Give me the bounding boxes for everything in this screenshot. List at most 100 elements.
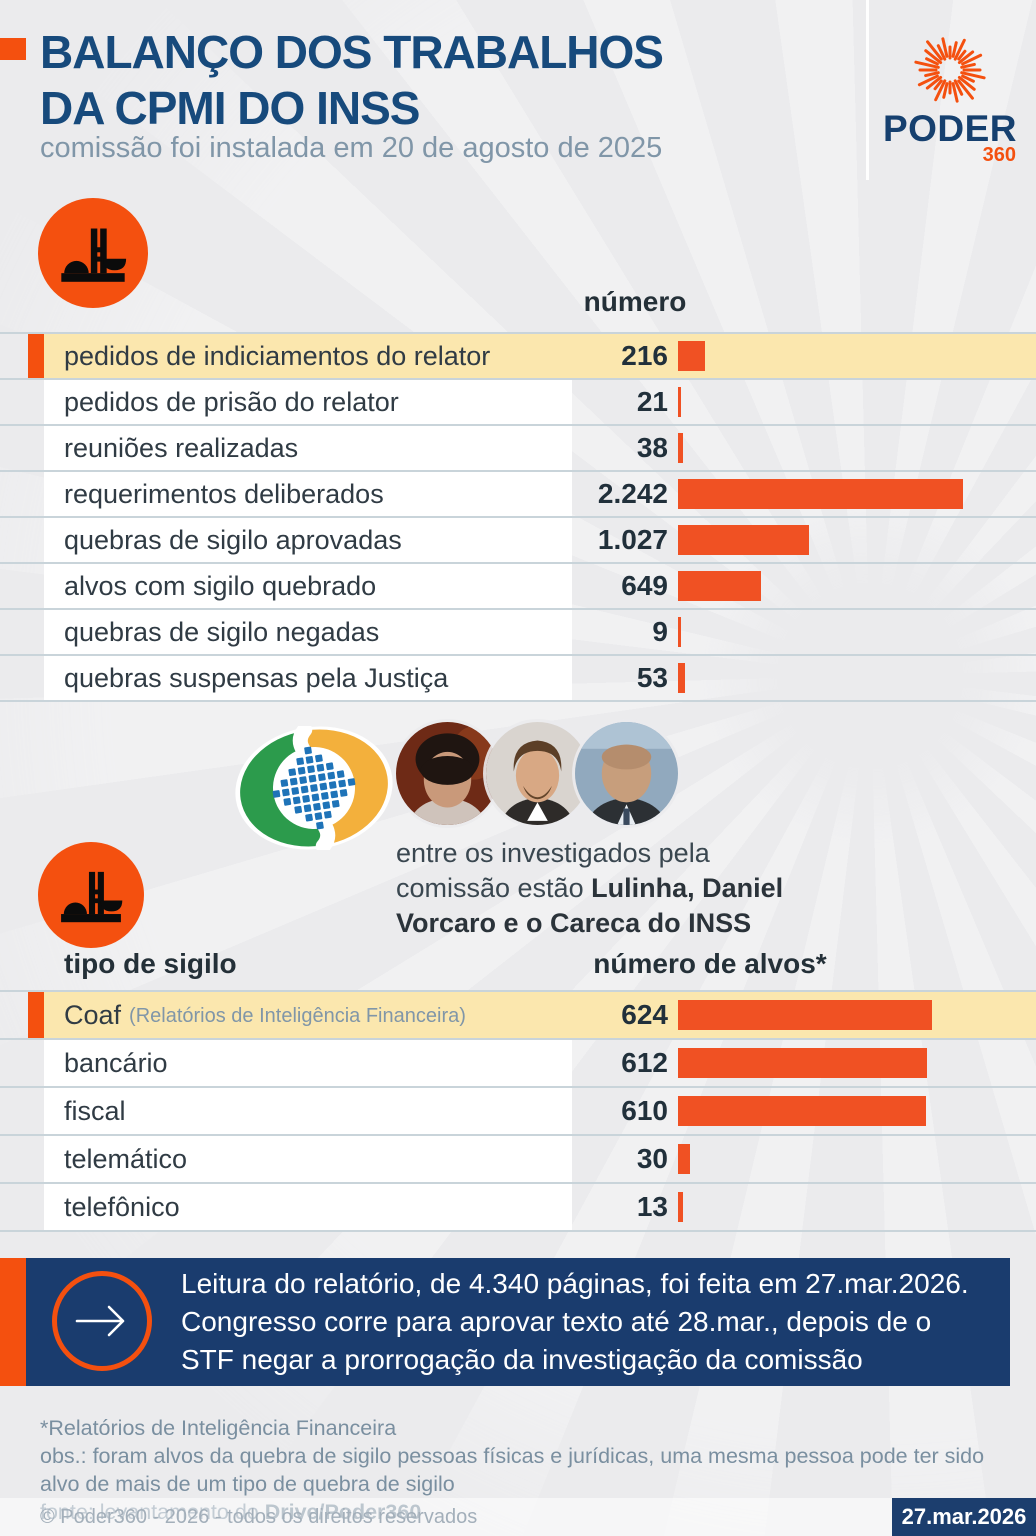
chart1-value-column-header: número [583,286,687,317]
row-label: quebras de sigilo negadas [64,616,380,647]
congress-building-glyph [61,871,123,923]
page-title: BALANÇO DOS TRABALHOS DA CPMI DO INSS [40,24,664,136]
bar [678,433,683,463]
row-label-cell [44,472,572,516]
row-value: 9 [652,616,668,647]
table-row: reuniões realizadas 38 [0,424,1036,470]
congress-building-glyph [61,228,127,282]
bar [678,1096,927,1126]
table-row: requerimentos deliberados 2.242 [0,470,1036,516]
row-label: Coaf (Relatórios de Inteligência Financei… [64,999,466,1030]
header-divider [866,0,869,180]
table-row: quebras de sigilo aprovadas 1.027 [0,516,1036,562]
table-sigilos: Coaf (Relatórios de Inteligência Financei… [0,990,1036,1232]
title-accent-square [0,38,26,60]
highlight-banner: Leitura do relatório, de 4.340 páginas, … [26,1258,1010,1386]
page-subtitle: comissão foi instalada em 20 de agosto d… [40,132,663,164]
row-value: 216 [621,340,668,371]
row-value: 649 [621,570,668,601]
caption-regular: entre os investigados pela comissão estã… [396,838,710,903]
copyright-text: © Poder360 - 2026 - todos os direitos re… [40,1506,478,1528]
row-value: 1.027 [597,524,668,555]
date-badge: 27.mar.2026 [892,1498,1036,1536]
row-label-cell [44,1136,572,1182]
chart2-value-column-header: número de alvos* [593,948,827,979]
row-label: requerimentos deliberados [64,478,384,509]
avatar-careca-do-inss [575,722,678,825]
bar [678,1000,932,1030]
row-label: fiscal [64,1095,126,1126]
bottom-strip [0,1498,1036,1536]
row-value: 53 [636,662,668,693]
table-row: bancário 612 [0,1038,1036,1086]
logo-wordmark: PODER [882,108,1018,149]
row-label-cell [44,656,572,700]
row-label: quebras de sigilo aprovadas [64,524,402,555]
sunburst-icon [914,37,986,103]
bar [678,1192,684,1222]
row-highlight-accent [28,334,44,378]
bar [678,341,706,371]
investigated-caption: entre os investigados pela comissão estã… [396,836,788,941]
row-value: 612 [621,1047,668,1078]
table-row: fiscal 610 [0,1086,1036,1134]
row-label: pedidos de indiciamentos do relator [64,340,491,371]
avatar-lulinha [396,722,499,825]
table-row: pedidos de prisão do relator 21 [0,378,1036,424]
row-value: 21 [636,386,668,417]
row-highlight-accent [28,992,44,1038]
poder360-logo: PODER 360 [880,28,1020,165]
row-label: bancário [64,1047,168,1078]
inss-logo-icon [234,722,394,854]
row-value: 30 [636,1143,668,1174]
row-label-note: (Relatórios de Inteligência Financeira) [129,1005,466,1027]
row-label-cell [44,610,572,654]
row-value: 13 [636,1191,668,1222]
bar [678,663,685,693]
table-row: quebras de sigilo negadas 9 [0,608,1036,654]
table-row: Coaf (Relatórios de Inteligência Financei… [0,990,1036,1038]
row-value: 610 [621,1095,668,1126]
row-label: reuniões realizadas [64,432,299,463]
row-label: telemático [64,1143,188,1174]
bar [678,1144,691,1174]
chart2-category-column-header: tipo de sigilo [64,948,237,979]
row-label-cell [44,1184,572,1230]
congress-building-icon [38,198,148,308]
title-line-1: BALANÇO DOS TRABALHOS [40,26,664,78]
table-bottom-divider [0,700,1036,702]
bar [678,617,681,647]
bar [678,479,963,509]
bar [678,571,761,601]
table-row: pedidos de indiciamentos do relator 216 [0,332,1036,378]
row-label: alvos com sigilo quebrado [64,570,377,601]
table-row: quebras suspensas pela Justiça 53 [0,654,1036,700]
banner-left-accent [0,1258,26,1386]
caption-names: Lulinha, Daniel Vorcaro e o Careca do IN… [396,873,784,938]
row-value: 2.242 [597,478,668,509]
bar [678,387,681,417]
row-value: 38 [636,432,668,463]
logo-360: 360 [982,144,1016,166]
table-indicators: pedidos de indiciamentos do relator 216 pe… [0,332,1036,702]
table-row: telemático 30 [0,1134,1036,1182]
footnote-asterisk: *Relatórios de Inteligência Financeira [40,1416,397,1440]
row-label-cell [44,426,572,470]
title-line-2: DA CPMI DO INSS [40,82,420,134]
row-label: quebras suspensas pela Justiça [64,662,449,693]
row-value: 624 [621,999,668,1030]
congress-building-icon [38,842,144,948]
row-highlight-background [44,334,1036,378]
table-row: telefônico 13 [0,1182,1036,1230]
row-label-cell [44,380,572,424]
table-row: alvos com sigilo quebrado 649 [0,562,1036,608]
bar [678,525,809,555]
arrow-right-icon [52,1271,152,1371]
row-label-cell [44,518,572,562]
row-label-cell [44,564,572,608]
row-label: pedidos de prisão do relator [64,386,399,417]
avatar-daniel-vorcaro [486,722,589,825]
table-bottom-divider [0,1230,1036,1232]
row-label-cell [44,1040,572,1086]
